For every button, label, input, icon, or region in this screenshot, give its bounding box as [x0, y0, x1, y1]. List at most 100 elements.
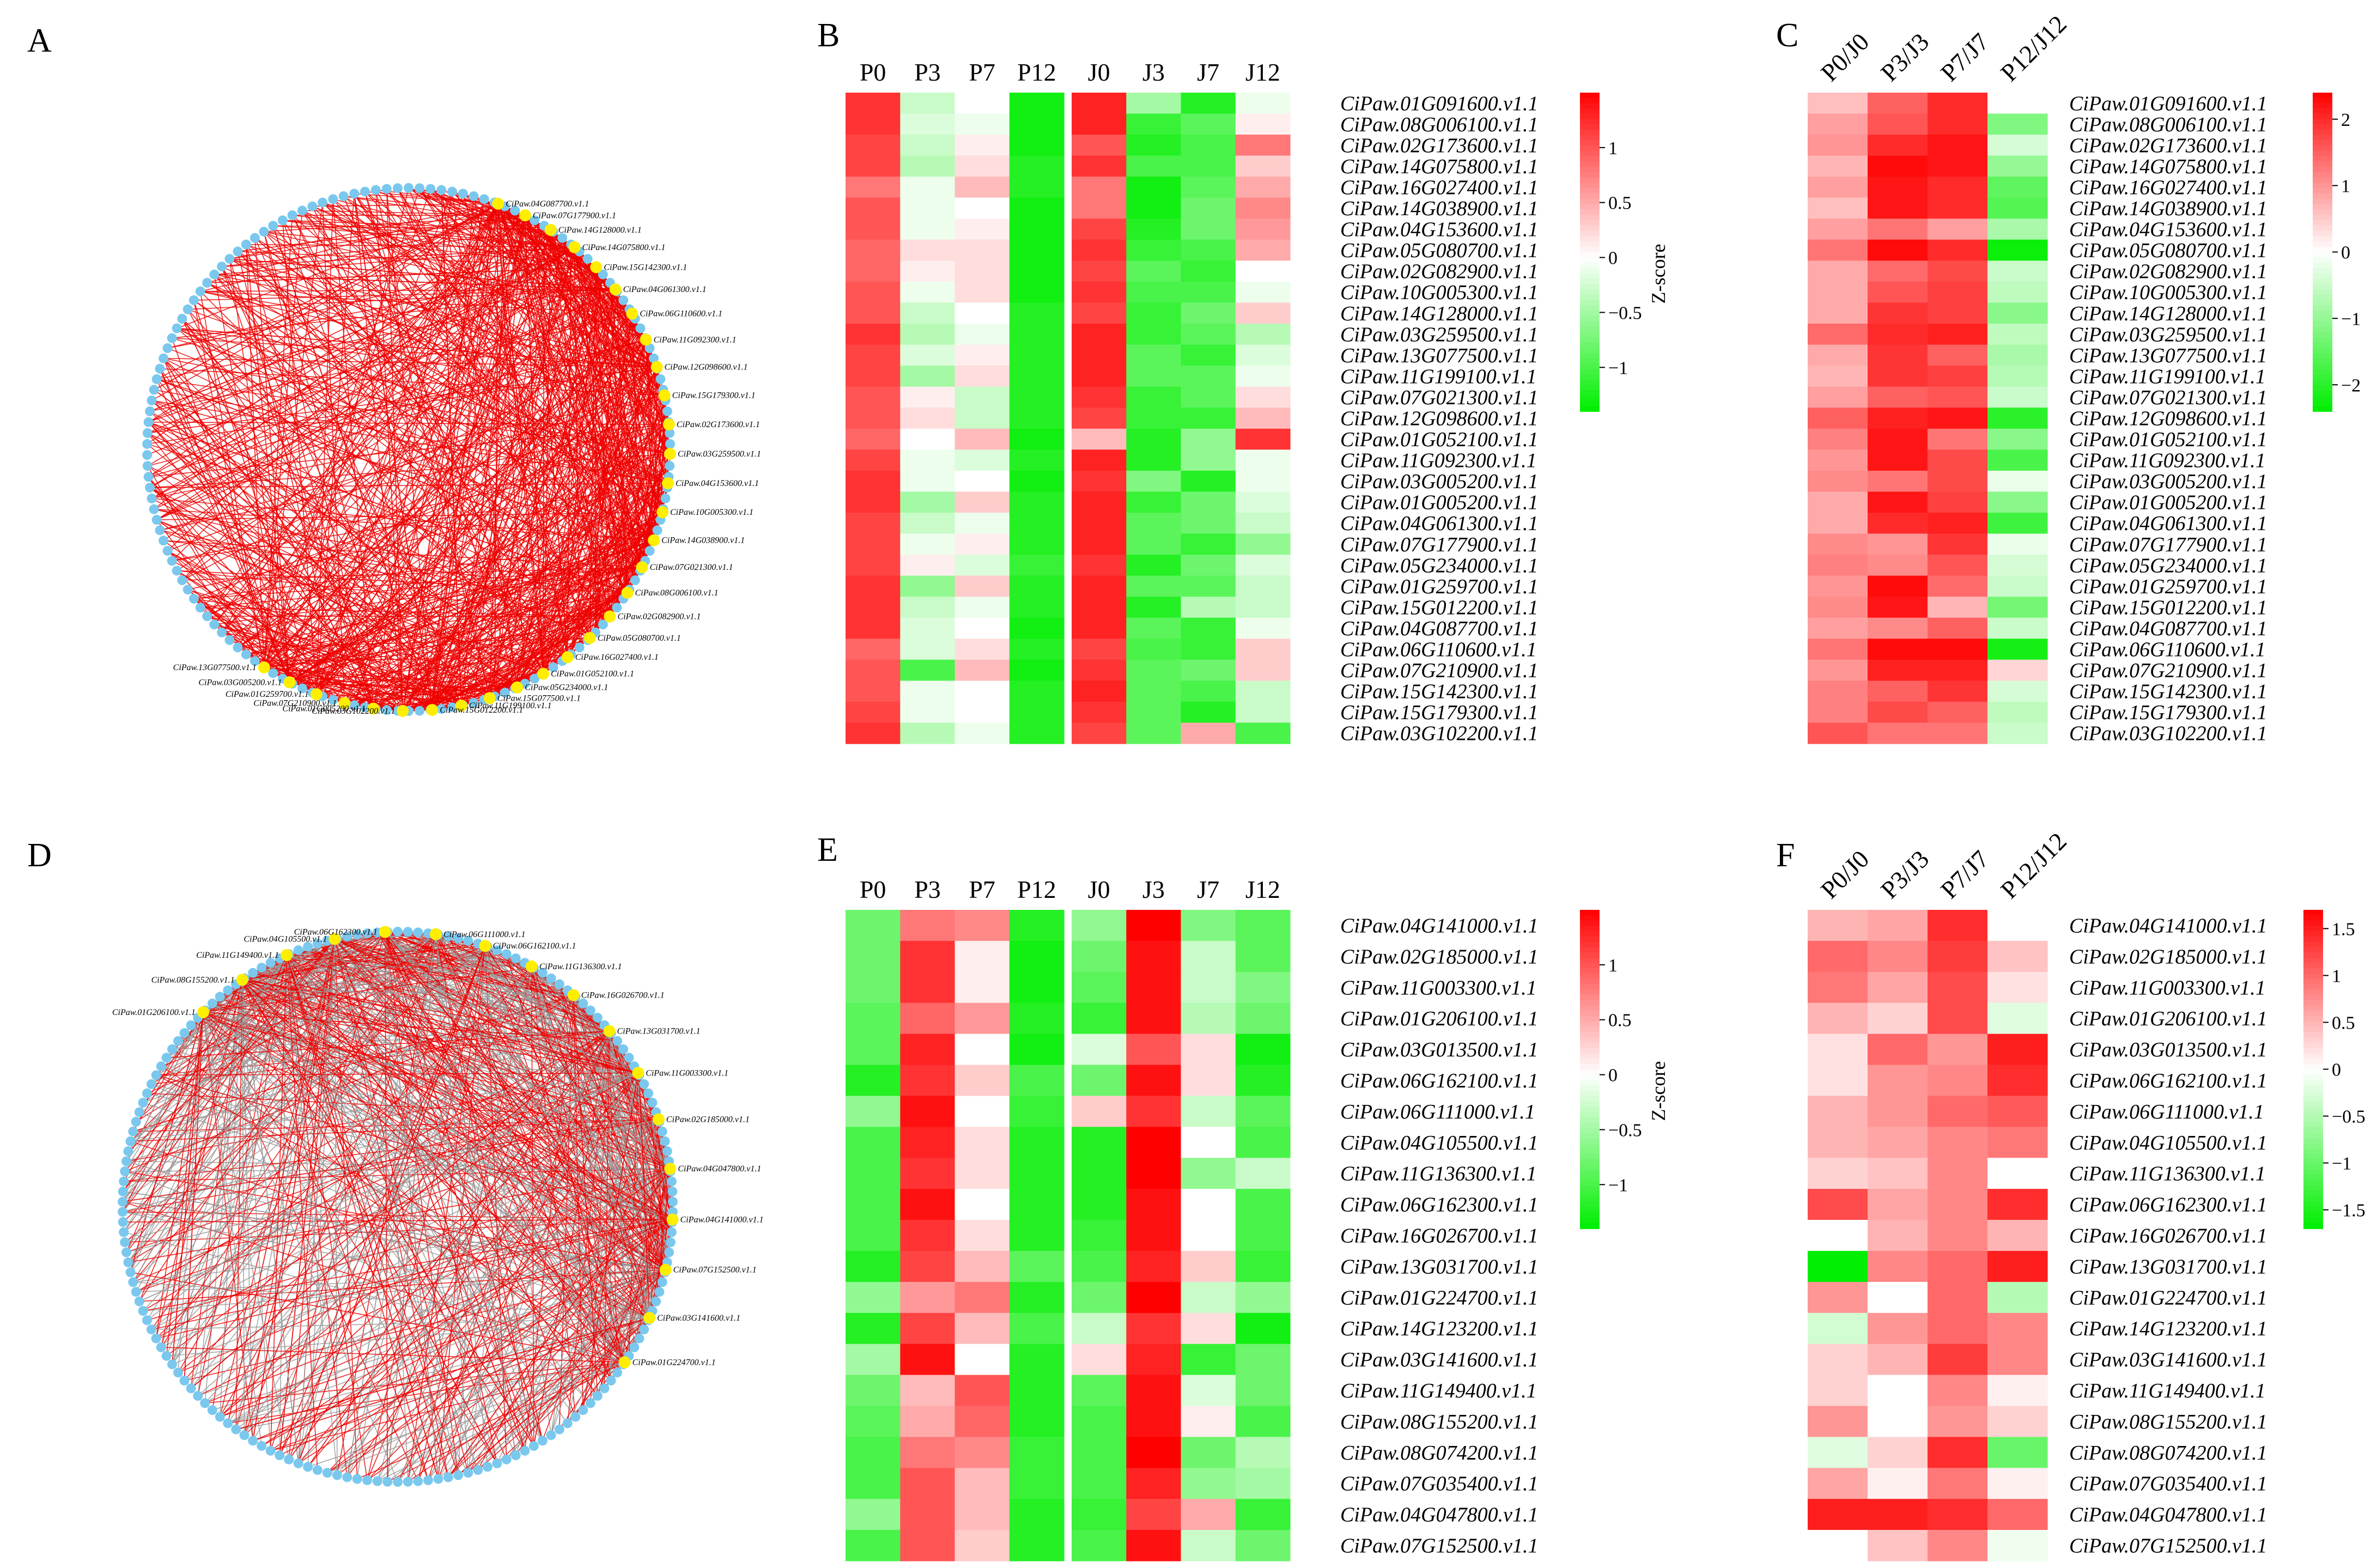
heatmap-cell	[1181, 1530, 1236, 1561]
network-edge	[376, 1031, 610, 1481]
network-node	[239, 1430, 250, 1441]
network-edge	[221, 266, 433, 710]
heatmap-cell	[1868, 386, 1928, 408]
network-node	[179, 1376, 190, 1385]
network-node	[277, 215, 288, 226]
colorbar-segment	[1580, 199, 1600, 205]
heatmap-cell	[1181, 1158, 1236, 1189]
network-edge	[354, 592, 628, 706]
network-node	[146, 1079, 156, 1089]
heatmap-cell	[1987, 555, 2048, 576]
heatmap-cell	[846, 302, 901, 324]
network-edge	[384, 932, 612, 1381]
network-edge	[197, 1168, 671, 1396]
network-edge	[148, 229, 551, 423]
heatmap-cell	[1987, 470, 2048, 492]
heatmap-cell	[1987, 680, 2048, 702]
heatmap-cell	[1868, 1468, 1928, 1499]
heatmap-cell	[1868, 513, 1928, 534]
heatmap-cell	[1928, 1189, 1988, 1220]
colorbar-segment	[1580, 920, 1600, 927]
network-node	[179, 1028, 190, 1038]
heatmap-cell	[1072, 910, 1127, 941]
network-edge	[132, 938, 336, 1283]
network-node	[667, 1196, 678, 1207]
network-edge	[148, 203, 498, 423]
row-label: CiPaw.01G005200.v1.1	[2069, 491, 2267, 514]
network-edge	[163, 540, 642, 568]
heatmap-cell	[1009, 659, 1065, 681]
network-edge	[254, 238, 290, 683]
network-node	[404, 183, 414, 193]
heatmap-cell	[1009, 366, 1065, 387]
network-edge	[335, 938, 640, 1076]
network-edge	[156, 1072, 639, 1339]
colorbar-segment	[1580, 1191, 1600, 1198]
network-node	[413, 1476, 423, 1486]
network-edge	[567, 1219, 673, 1424]
network-node	[492, 945, 502, 956]
network-edge	[335, 938, 629, 1059]
network-node	[248, 968, 258, 978]
heatmap-cell	[1181, 1251, 1236, 1283]
row-label: CiPaw.03G005200.v1.1	[2069, 470, 2267, 493]
network-edge	[334, 938, 671, 1243]
network-edge	[317, 943, 673, 1220]
network-hub-node	[648, 534, 660, 546]
row-label: CiPaw.04G047800.v1.1	[2069, 1504, 2267, 1527]
network-gene-label: CiPaw.01G206100.v1.1	[112, 1008, 196, 1017]
heatmap-cell	[1181, 1065, 1236, 1096]
heatmap-cell	[955, 1096, 1010, 1127]
heatmap-cell	[846, 680, 901, 702]
colorbar-segment	[2303, 941, 2323, 948]
colorbar-segment	[2313, 273, 2332, 279]
heatmap-cell	[1181, 324, 1236, 345]
network-edge	[343, 196, 668, 484]
column-label: J3	[1142, 876, 1165, 903]
heatmap-cell	[1072, 177, 1127, 198]
row-label: CiPaw.11G199100.v1.1	[1340, 365, 1537, 388]
network-edge	[282, 229, 551, 679]
heatmap-cell	[1235, 470, 1291, 492]
heatmap-cell	[1987, 1096, 2048, 1127]
heatmap-cell	[1072, 155, 1127, 177]
row-label: CiPaw.07G021300.v1.1	[1340, 386, 1538, 409]
heatmap-cell	[1868, 597, 1928, 618]
heatmap-cell	[1868, 155, 1928, 177]
network-node	[125, 1136, 136, 1146]
column-label: J7	[1197, 58, 1219, 86]
colorbar-segment	[2303, 1159, 2323, 1165]
colorbar-segment	[1580, 1133, 1600, 1139]
colorbar-segment	[1580, 1032, 1600, 1038]
heatmap-cell	[900, 155, 956, 177]
heatmap-cell	[1808, 177, 1868, 198]
heatmap-cell	[1072, 1344, 1127, 1376]
colorbar-segment	[1580, 108, 1600, 114]
colorbar-segment	[2303, 1144, 2323, 1150]
row-label: CiPaw.05G080700.v1.1	[2069, 239, 2267, 262]
colorbar-segment	[2303, 1048, 2323, 1054]
colorbar-segment	[1580, 263, 1600, 269]
network-edge	[364, 191, 663, 513]
heatmap-cell	[1181, 1096, 1236, 1127]
colorbar-segment	[2313, 278, 2332, 284]
network-node	[241, 649, 251, 660]
network-hub-node	[258, 661, 270, 673]
colorbar-segment	[2313, 93, 2332, 99]
network-edge	[354, 193, 611, 617]
heatmap-cell	[1181, 113, 1236, 135]
heatmap-cell	[1928, 239, 1988, 261]
heatmap-cell	[1808, 1002, 1868, 1035]
network-gene-label: CiPaw.04G105500.v1.1	[244, 934, 327, 944]
heatmap-cell	[1181, 177, 1236, 198]
heatmap-cell	[955, 940, 1010, 973]
network-edge	[151, 339, 646, 499]
row-label: CiPaw.05G234000.v1.1	[2069, 554, 2267, 577]
heatmap-cell	[955, 93, 1010, 114]
colorbar-segment	[1580, 342, 1600, 348]
colorbar-tick-label: 0	[2332, 1060, 2341, 1080]
heatmap-cell	[1126, 1344, 1182, 1376]
colorbar-segment	[1580, 167, 1600, 173]
heatmap-cell	[1868, 1189, 1928, 1220]
heatmap-cell	[1126, 1002, 1182, 1035]
